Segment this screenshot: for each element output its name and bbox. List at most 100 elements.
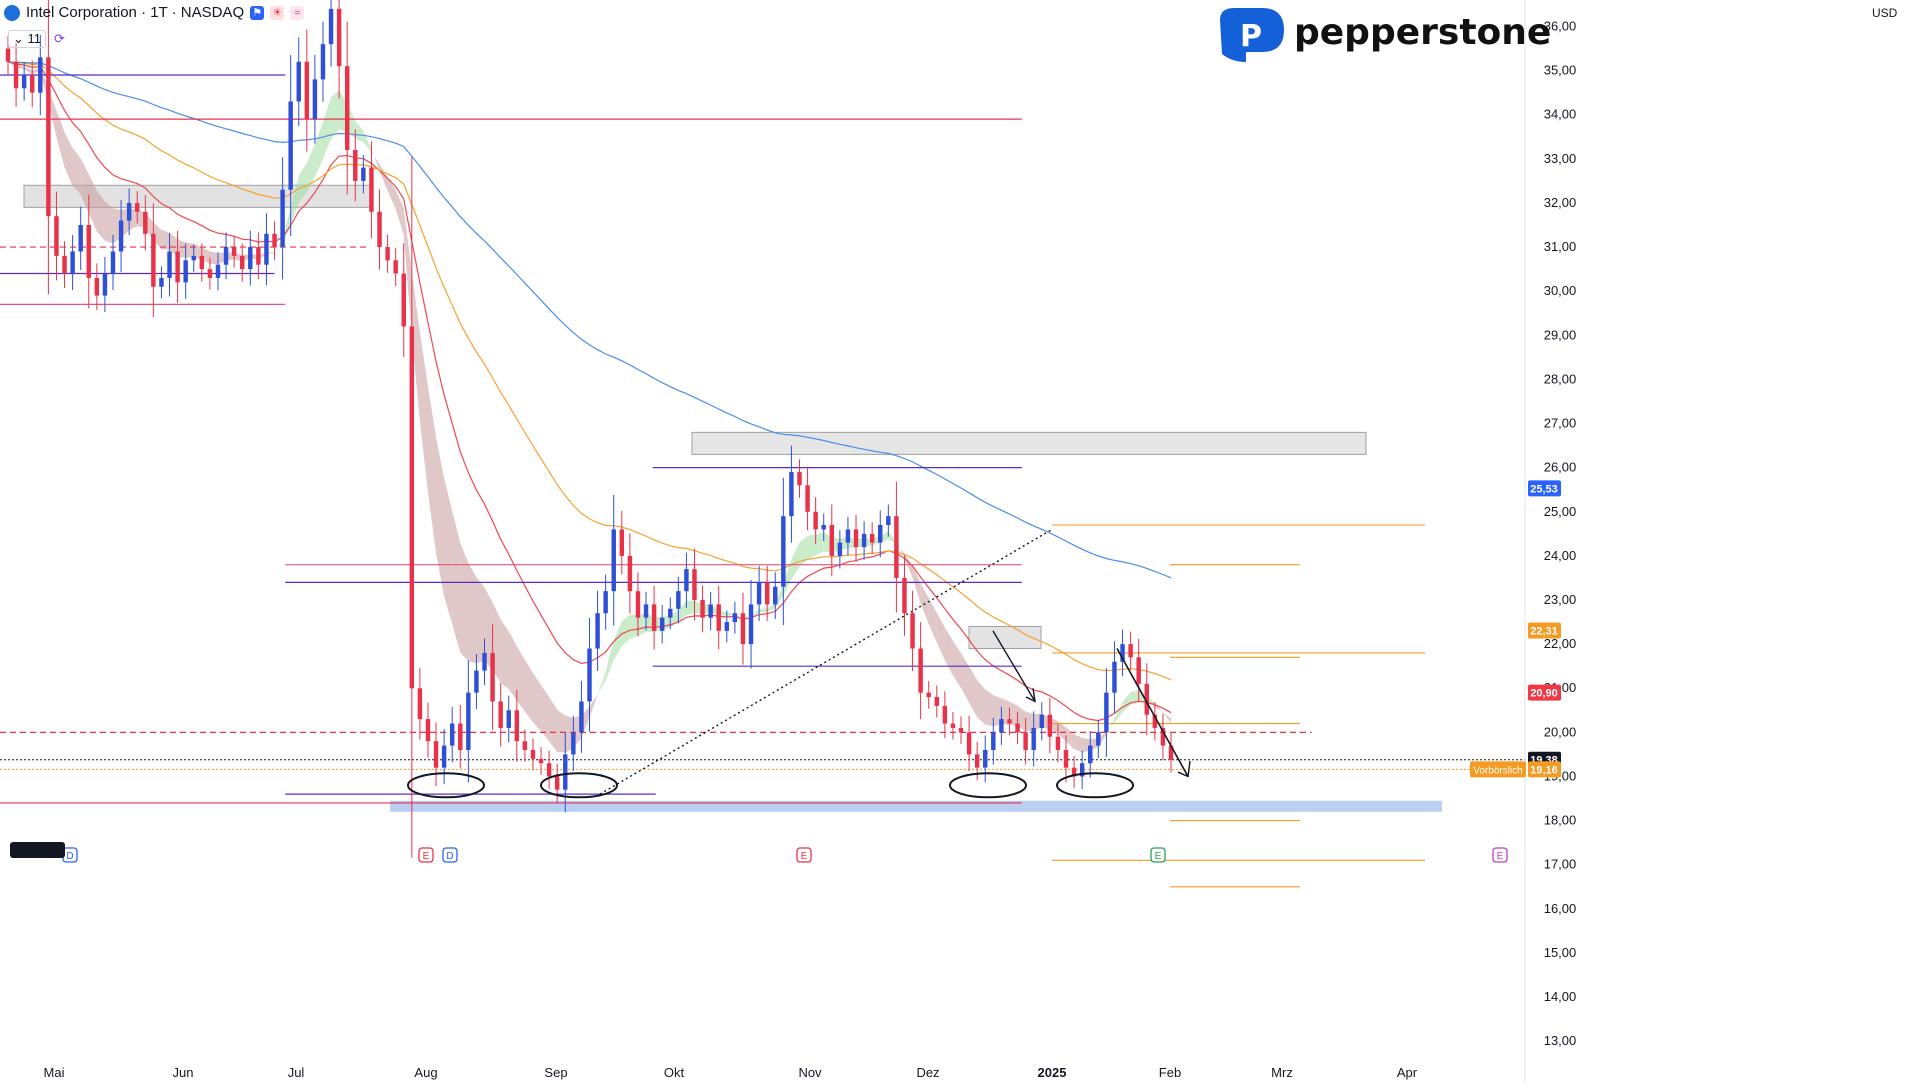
candle-body[interactable] — [1104, 692, 1109, 733]
candle-body[interactable] — [490, 652, 495, 702]
arrow-down-2[interactable] — [1116, 648, 1189, 777]
candle-body[interactable] — [651, 604, 657, 631]
support-circle[interactable] — [540, 772, 618, 799]
candle-body[interactable] — [393, 260, 398, 274]
candle-body[interactable] — [409, 326, 415, 689]
candle-body[interactable] — [62, 255, 67, 274]
candle-body[interactable] — [603, 591, 608, 614]
candle-body[interactable] — [845, 529, 851, 543]
candle-body[interactable] — [1047, 714, 1053, 737]
candle-body[interactable] — [54, 216, 59, 256]
candle-body[interactable] — [554, 776, 560, 790]
candle-body[interactable] — [781, 516, 786, 587]
candle-body[interactable] — [1136, 657, 1141, 684]
candle-body[interactable] — [756, 582, 762, 605]
candle-body[interactable] — [1023, 732, 1028, 750]
resistance-zone-small[interactable] — [968, 625, 1042, 650]
candle-body[interactable] — [926, 692, 931, 698]
candle-body[interactable] — [910, 613, 915, 649]
indicator-count-toggle[interactable]: ⌄ 11 — [8, 30, 47, 48]
flag-icon[interactable]: ⚑ — [250, 5, 265, 20]
candle-body[interactable] — [587, 648, 592, 702]
event-marker-icon[interactable] — [1492, 847, 1508, 863]
candle-body[interactable] — [579, 701, 584, 733]
candle-body[interactable] — [458, 723, 463, 750]
candle-body[interactable] — [659, 617, 665, 631]
candle-body[interactable] — [918, 648, 923, 693]
candle-body[interactable] — [13, 61, 19, 89]
candle-body[interactable] — [336, 8, 342, 67]
candle-body[interactable] — [272, 233, 277, 248]
arrow-down-1[interactable] — [992, 630, 1036, 702]
candle-body[interactable] — [239, 255, 245, 270]
candle-body[interactable] — [417, 688, 423, 720]
candle-body[interactable] — [328, 8, 334, 45]
candle-body[interactable] — [506, 710, 511, 728]
support-circle[interactable] — [1056, 772, 1134, 799]
symbol-title[interactable]: Intel Corporation · 1T · NASDAQ — [26, 4, 245, 21]
candle-body[interactable] — [369, 167, 374, 212]
candle-body[interactable] — [1120, 644, 1125, 662]
candle-body[interactable] — [304, 61, 310, 120]
candle-body[interactable] — [595, 613, 600, 649]
candle-body[interactable] — [151, 233, 156, 287]
candle-body[interactable] — [1031, 727, 1036, 750]
candle-body[interactable] — [668, 608, 673, 618]
market-status-icon[interactable]: ☀ — [270, 5, 285, 20]
candle-body[interactable] — [248, 247, 253, 270]
candle-body[interactable] — [296, 61, 301, 102]
candle-body[interactable] — [861, 533, 867, 548]
candle-body[interactable] — [78, 225, 83, 252]
candle-body[interactable] — [530, 750, 536, 759]
candle-body[interactable] — [312, 79, 318, 120]
candle-body[interactable] — [425, 719, 431, 742]
candle-body[interactable] — [377, 211, 382, 248]
candle-body[interactable] — [159, 277, 164, 287]
candle-body[interactable] — [86, 225, 91, 278]
candle-body[interactable] — [942, 705, 948, 724]
candle-body[interactable] — [902, 577, 907, 614]
candle-body[interactable] — [231, 247, 237, 256]
candle-body[interactable] — [5, 48, 11, 62]
candle-body[interactable] — [740, 613, 746, 645]
candle-body[interactable] — [1112, 661, 1117, 693]
candle-body[interactable] — [789, 472, 794, 517]
candle-body[interactable] — [167, 251, 172, 278]
candle-body[interactable] — [643, 604, 649, 618]
candle-body[interactable] — [94, 277, 100, 296]
candle-body[interactable] — [207, 269, 213, 278]
candle-body[interactable] — [1160, 727, 1166, 746]
candle-body[interactable] — [748, 604, 754, 645]
candle-body[interactable] — [1144, 683, 1149, 715]
candle-body[interactable] — [30, 75, 35, 93]
candle-body[interactable] — [433, 741, 439, 768]
candle-body[interactable] — [829, 525, 835, 556]
candle-body[interactable] — [280, 189, 285, 248]
event-marker-icon[interactable] — [1150, 847, 1166, 863]
candle-body[interactable] — [401, 273, 406, 327]
candle-body[interactable] — [732, 613, 738, 623]
candle-body[interactable] — [385, 247, 390, 261]
candle-body[interactable] — [1007, 719, 1012, 724]
support-circle[interactable] — [949, 772, 1027, 799]
candle-body[interactable] — [635, 591, 641, 618]
refresh-icon[interactable]: ⟳ — [54, 31, 65, 46]
candle-body[interactable] — [773, 586, 778, 605]
candle-body[interactable] — [983, 750, 988, 768]
candle-body[interactable] — [1128, 644, 1133, 658]
event-marker-icon[interactable] — [796, 847, 812, 863]
candle-body[interactable] — [118, 220, 124, 252]
candle-body[interactable] — [716, 604, 721, 631]
candle-body[interactable] — [1071, 767, 1077, 777]
candle-body[interactable] — [546, 763, 552, 777]
candle-body[interactable] — [514, 710, 520, 742]
candle-body[interactable] — [684, 569, 689, 592]
candle-body[interactable] — [1063, 750, 1069, 768]
dotted-trendline[interactable] — [599, 528, 1053, 795]
candle-body[interactable] — [1079, 763, 1085, 777]
candle-body[interactable] — [966, 732, 972, 755]
candle-body[interactable] — [837, 542, 843, 556]
candle-body[interactable] — [724, 622, 730, 631]
candle-body[interactable] — [102, 273, 108, 296]
